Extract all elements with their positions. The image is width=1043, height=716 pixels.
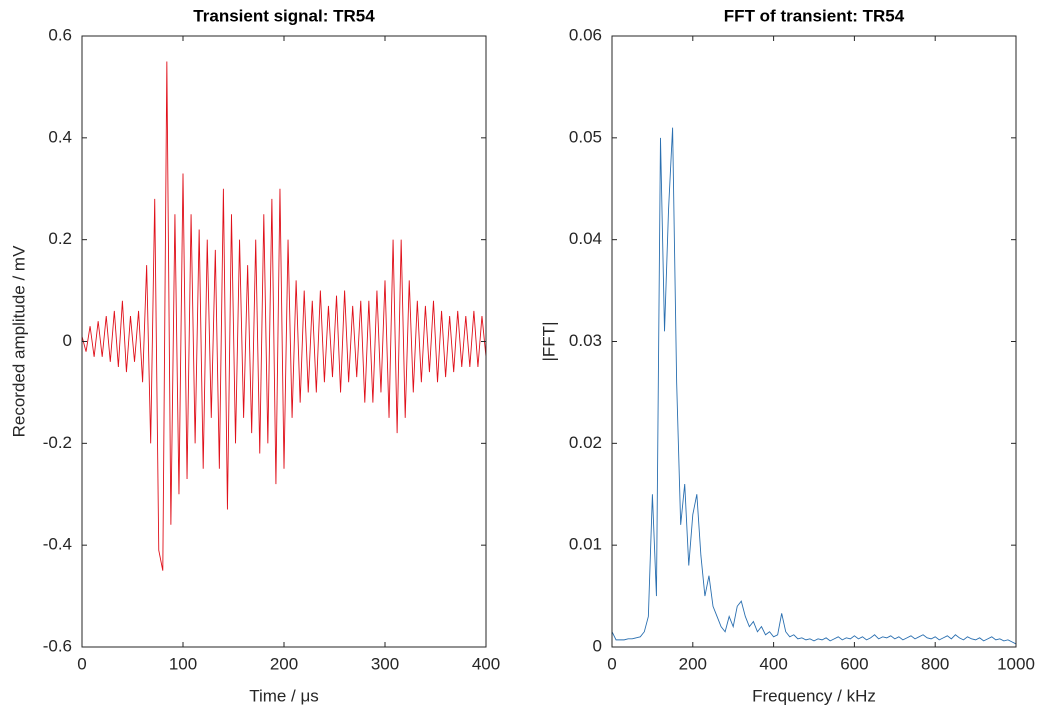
x-tick-label: 600 — [840, 654, 868, 673]
x-tick-label: 400 — [472, 654, 500, 673]
x-tick-label: 800 — [921, 654, 949, 673]
y-tick-label: 0.02 — [569, 433, 602, 452]
axes-box — [81, 35, 487, 648]
y-tick-label: 0.05 — [569, 127, 602, 146]
x-axis-label: Frequency / kHz — [752, 686, 876, 705]
x-tick-label: 0 — [607, 654, 616, 673]
y-tick-label: 0.4 — [48, 127, 72, 146]
x-axis-label: Time / μs — [249, 686, 319, 705]
chart-title: Transient signal: TR54 — [193, 6, 375, 25]
signal-line — [81, 61, 487, 571]
y-tick-label: 0.2 — [48, 229, 72, 248]
y-tick-label: 0.03 — [569, 331, 602, 350]
x-tick-label: 400 — [759, 654, 787, 673]
x-tick-label: 200 — [270, 654, 298, 673]
x-tick-label: 100 — [169, 654, 197, 673]
y-tick-label: 0.01 — [569, 535, 602, 554]
y-tick-label: 0 — [63, 331, 72, 350]
x-tick-label: 1000 — [997, 654, 1035, 673]
y-tick-label: 0.04 — [569, 229, 602, 248]
y-tick-label: -0.2 — [43, 433, 72, 452]
x-tick-label: 200 — [679, 654, 707, 673]
x-tick-label: 300 — [371, 654, 399, 673]
signal-line — [611, 127, 1017, 645]
y-axis-label: |FFT| — [539, 322, 558, 362]
y-tick-label: 0.6 — [48, 25, 72, 44]
y-tick-label: 0.06 — [569, 25, 602, 44]
y-tick-label: -0.6 — [43, 636, 72, 655]
chart-title: FFT of transient: TR54 — [724, 6, 905, 25]
y-tick-label: 0 — [593, 636, 602, 655]
x-tick-label: 0 — [77, 654, 86, 673]
y-axis-label: Recorded amplitude / mV — [9, 245, 28, 437]
y-tick-label: -0.4 — [43, 535, 72, 554]
